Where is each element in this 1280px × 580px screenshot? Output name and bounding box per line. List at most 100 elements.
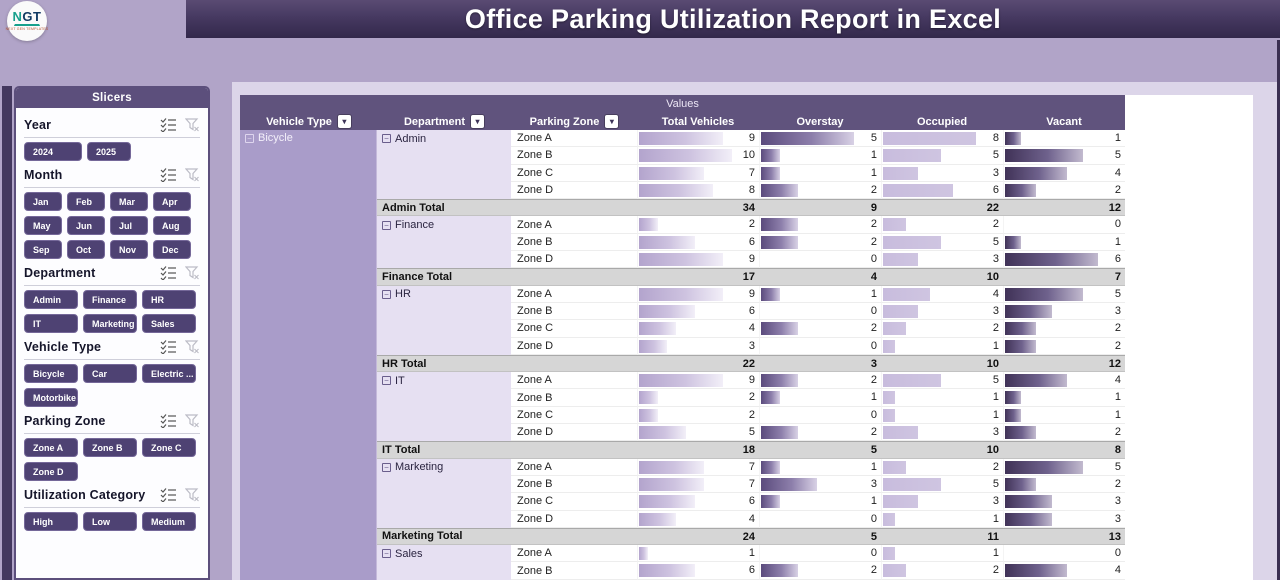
slicer-button-admin[interactable]: Admin bbox=[24, 290, 78, 309]
logo-swoosh bbox=[14, 21, 40, 26]
department-cell bbox=[377, 510, 511, 528]
slicer-button-mar[interactable]: Mar bbox=[110, 192, 148, 211]
vacant-value: 3 bbox=[1114, 304, 1121, 317]
department-filter-button[interactable]: ▾ bbox=[471, 115, 485, 128]
slicer-section-title: Parking Zone bbox=[24, 414, 106, 428]
clear-filter-icon[interactable] bbox=[185, 488, 200, 502]
slicer-button-it[interactable]: IT bbox=[24, 314, 78, 333]
slicer-button-may[interactable]: May bbox=[24, 216, 62, 235]
slicer-button-sales[interactable]: Sales bbox=[142, 314, 196, 333]
slicer-button-zone-a[interactable]: Zone A bbox=[24, 438, 78, 457]
total-cell: 4 bbox=[637, 320, 759, 338]
vacant-databar bbox=[1005, 235, 1021, 249]
vehicle-type-filter-button[interactable]: ▾ bbox=[337, 115, 351, 128]
slicer-button-apr[interactable]: Apr bbox=[153, 192, 191, 211]
collapse-icon[interactable]: − bbox=[245, 134, 254, 143]
occupied-value: 1 bbox=[992, 547, 999, 560]
slicer-button-low[interactable]: Low bbox=[83, 512, 137, 531]
slicer-button-sep[interactable]: Sep bbox=[24, 240, 62, 259]
zone-cell: Zone A bbox=[511, 372, 637, 390]
overstay-total-cell: 9 bbox=[759, 200, 881, 215]
slicer-button-zone-d[interactable]: Zone D bbox=[24, 462, 78, 481]
slicer-button-high[interactable]: High bbox=[24, 512, 78, 531]
slicer-button-dec[interactable]: Dec bbox=[153, 240, 191, 259]
overstay-databar bbox=[761, 166, 780, 180]
overstay-total-cell: 3 bbox=[759, 356, 881, 371]
clear-filter-icon[interactable] bbox=[185, 340, 200, 354]
slicer-button-nov[interactable]: Nov bbox=[110, 240, 148, 259]
overstay-cell: 0 bbox=[759, 406, 881, 425]
slicer-button-medium[interactable]: Medium bbox=[142, 512, 196, 531]
occupied-databar bbox=[883, 166, 918, 180]
multi-select-icon[interactable] bbox=[160, 414, 177, 428]
occupied-value: 4 bbox=[992, 287, 999, 300]
vacant-cell: 5 bbox=[1003, 147, 1125, 165]
slicer-button-zone-c[interactable]: Zone C bbox=[142, 438, 196, 457]
total-cell: 7 bbox=[637, 475, 759, 494]
slicer-button-2025[interactable]: 2025 bbox=[87, 142, 131, 161]
department-cell bbox=[377, 337, 511, 355]
overstay-value: 0 bbox=[870, 339, 877, 352]
slicer-button-zone-b[interactable]: Zone B bbox=[83, 438, 137, 457]
total-label: Admin Total bbox=[382, 201, 445, 214]
slicer-button-jan[interactable]: Jan bbox=[24, 192, 62, 211]
vacant-cell: 3 bbox=[1003, 493, 1125, 511]
occupied-total-value: 11 bbox=[987, 530, 999, 543]
vacant-cell: 2 bbox=[1003, 320, 1125, 338]
slicer-button-car[interactable]: Car bbox=[83, 364, 137, 383]
slicer-button-hr[interactable]: HR bbox=[142, 290, 196, 309]
slicer-button-motorbike[interactable]: Motorbike bbox=[24, 388, 78, 407]
vacant-databar bbox=[1005, 183, 1036, 197]
total-value: 3 bbox=[748, 339, 755, 352]
slicer-section-title: Month bbox=[24, 168, 63, 182]
occupied-databar bbox=[883, 460, 907, 474]
slicer-button-bicycle[interactable]: Bicycle bbox=[24, 364, 78, 383]
occupied-total-value: 10 bbox=[986, 444, 999, 457]
department-cell bbox=[377, 164, 511, 182]
total-cell: 2 bbox=[637, 406, 759, 425]
department-cell bbox=[377, 424, 511, 442]
total-row: Finance Total 17 4 10 7 bbox=[377, 268, 1125, 286]
slicer-button-aug[interactable]: Aug bbox=[153, 216, 191, 235]
collapse-icon[interactable]: − bbox=[382, 462, 391, 472]
slicer-button-oct[interactable]: Oct bbox=[67, 240, 105, 259]
vacant-cell: 1 bbox=[1003, 389, 1125, 407]
slicer-button-2024[interactable]: 2024 bbox=[24, 142, 82, 161]
slicer-button-marketing[interactable]: Marketing bbox=[83, 314, 137, 333]
slicer-button-electric[interactable]: Electric ... bbox=[142, 364, 196, 383]
occupied-value: 5 bbox=[992, 374, 999, 387]
multi-select-icon[interactable] bbox=[160, 488, 177, 502]
slicer-button-jun[interactable]: Jun bbox=[67, 216, 105, 235]
collapse-icon[interactable]: − bbox=[382, 289, 391, 299]
collapse-icon[interactable]: − bbox=[382, 376, 391, 386]
total-value: 6 bbox=[748, 304, 755, 317]
slicer-button-finance[interactable]: Finance bbox=[83, 290, 137, 309]
logo-tagline: NEXT GEN TEMPLATES bbox=[5, 27, 49, 31]
clear-filter-icon[interactable] bbox=[185, 266, 200, 280]
collapse-icon[interactable]: − bbox=[382, 134, 391, 144]
clear-filter-icon[interactable] bbox=[185, 168, 200, 182]
slicer-section-parking-zone: Parking Zone Zone A Zone B Zone C Zone D bbox=[24, 411, 200, 481]
vacant-total-value: 7 bbox=[1114, 271, 1121, 284]
slicer-section-department: Department Admin Finance HR IT Marketing Sales bbox=[24, 263, 200, 333]
overstay-databar bbox=[761, 322, 799, 336]
vacant-databar bbox=[1005, 460, 1083, 474]
vacant-total-value: 8 bbox=[1114, 444, 1121, 457]
multi-select-icon[interactable] bbox=[160, 340, 177, 354]
multi-select-icon[interactable] bbox=[160, 118, 177, 132]
multi-select-icon[interactable] bbox=[160, 266, 177, 280]
parking-zone-filter-button[interactable]: ▾ bbox=[605, 115, 619, 128]
collapse-icon[interactable]: − bbox=[382, 220, 391, 230]
multi-select-icon[interactable] bbox=[160, 168, 177, 182]
vacant-value: 1 bbox=[1114, 235, 1121, 248]
clear-filter-icon[interactable] bbox=[185, 414, 200, 428]
occupied-cell: 1 bbox=[881, 545, 1003, 563]
overstay-value: 5 bbox=[870, 132, 877, 144]
slicer-button-feb[interactable]: Feb bbox=[67, 192, 105, 211]
clear-filter-icon[interactable] bbox=[185, 118, 200, 132]
slicer-button-jul[interactable]: Jul bbox=[110, 216, 148, 235]
occupied-databar bbox=[883, 547, 895, 561]
collapse-icon[interactable]: − bbox=[382, 549, 391, 559]
vacant-databar bbox=[1005, 391, 1021, 405]
vacant-databar bbox=[1005, 408, 1021, 422]
